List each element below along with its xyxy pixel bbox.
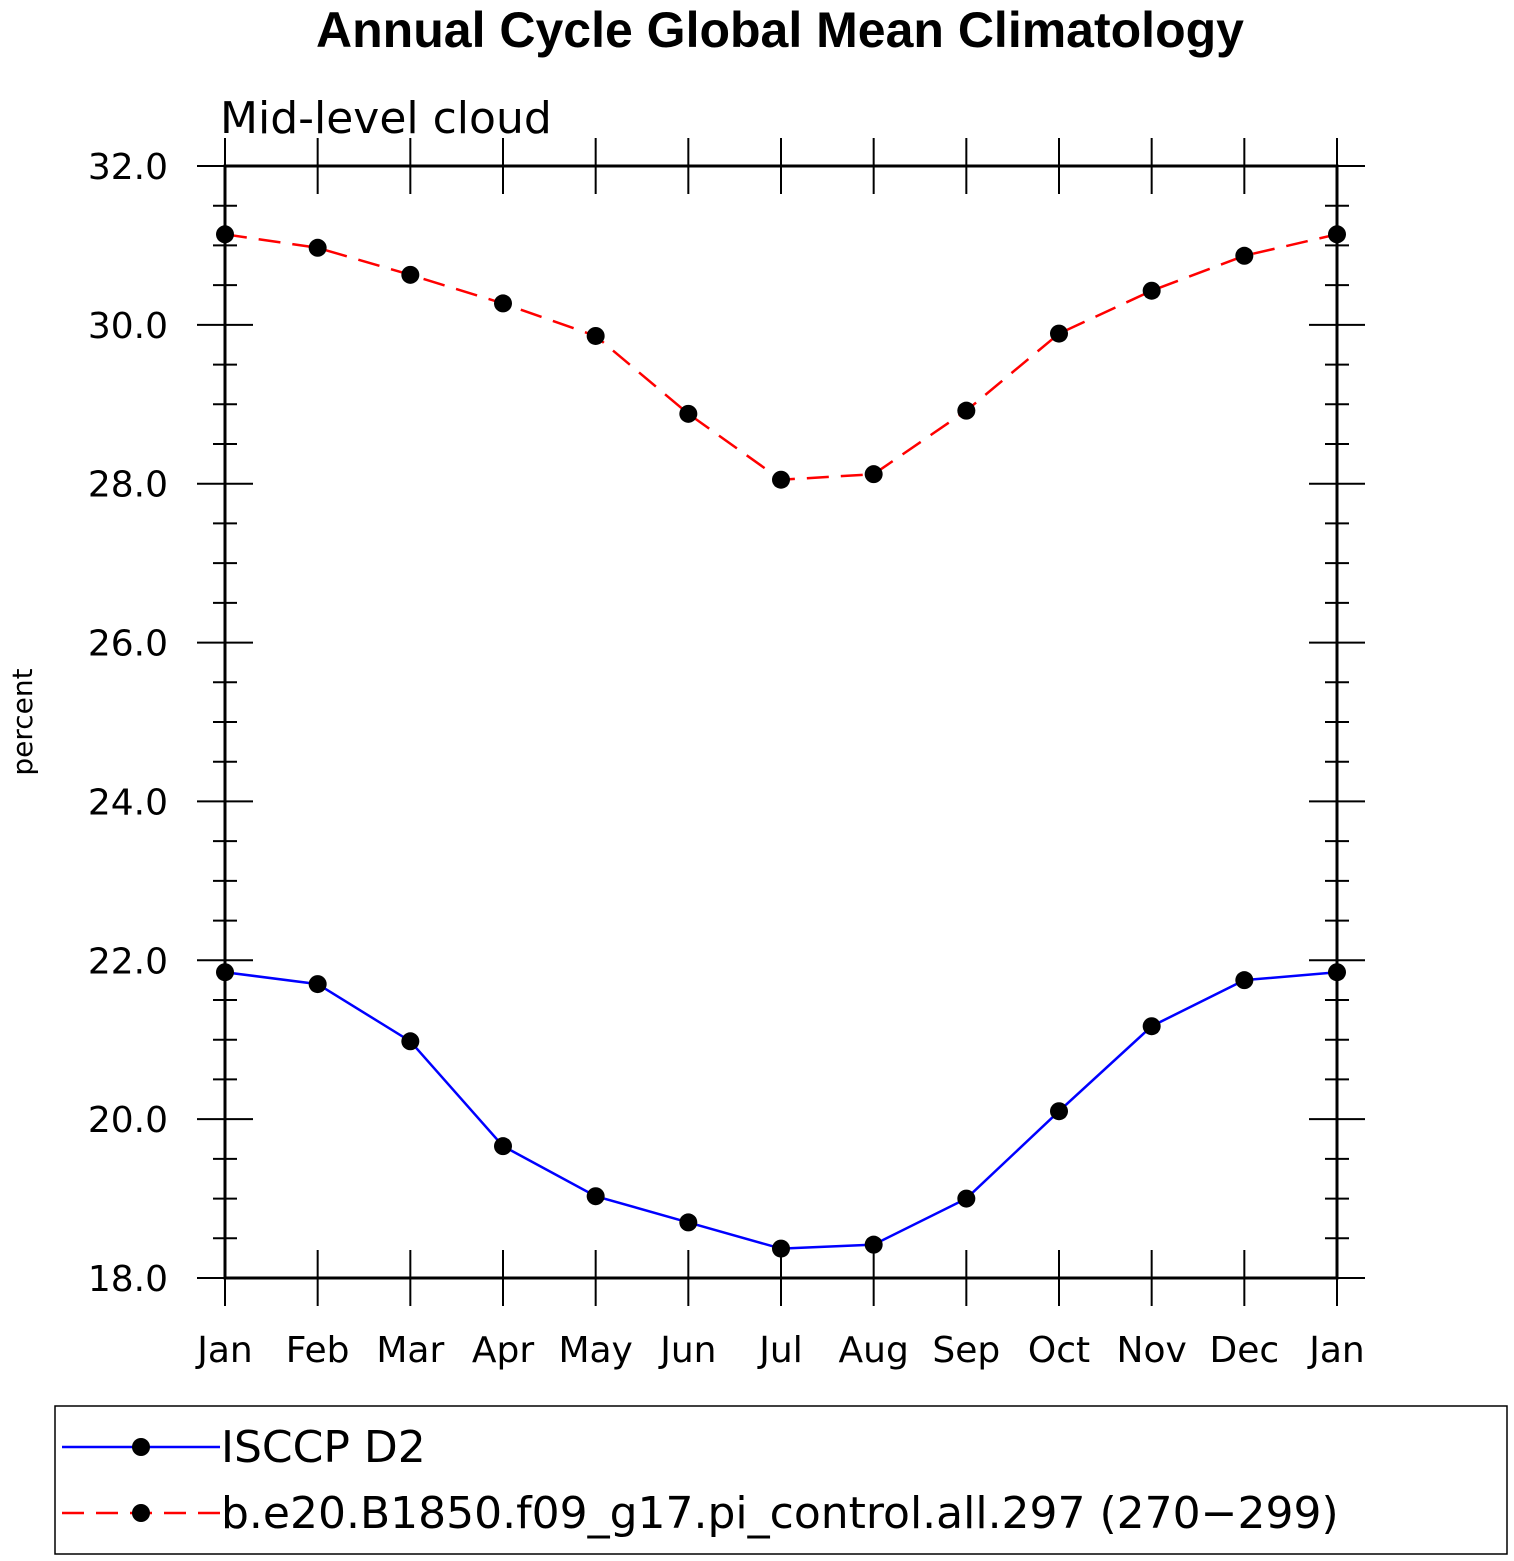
y-axis-label: percent [6, 668, 39, 775]
series-0 [216, 963, 1346, 1258]
x-tick-label: Mar [376, 1330, 444, 1371]
data-point [1142, 281, 1161, 300]
data-point [1050, 324, 1068, 343]
data-point [679, 404, 698, 423]
data-point [864, 1235, 883, 1254]
legend-entry-isccp: ISCCP D2 [62, 1422, 426, 1473]
data-point [494, 294, 512, 313]
x-tick-label: Apr [472, 1330, 534, 1371]
x-tick-label: Jul [757, 1330, 802, 1371]
data-point [679, 1213, 698, 1232]
data-point [494, 1137, 512, 1156]
data-point [1235, 971, 1254, 990]
x-tick-label: Aug [839, 1330, 909, 1371]
chart-title: Annual Cycle Global Mean Climatology [316, 2, 1244, 58]
data-point [586, 326, 605, 345]
legend-marker-isccp [132, 1438, 150, 1456]
x-tick-label: Feb [286, 1330, 350, 1371]
data-point [1050, 1102, 1068, 1121]
data-point [864, 465, 883, 484]
y-tick-label: 32.0 [88, 147, 168, 188]
series-line [224, 233, 1338, 482]
y-tick-label: 20.0 [88, 1100, 168, 1141]
data-point [1235, 246, 1254, 265]
legend-label-isccp: ISCCP D2 [221, 1422, 426, 1473]
data-point [772, 1239, 790, 1258]
data-point [308, 238, 327, 257]
axis-ticks [197, 138, 1365, 1306]
y-tick-label: 26.0 [88, 624, 168, 665]
y-tick-labels: 18.0 20.0 22.0 24.0 26.0 28.0 30.0 32.0 [88, 147, 168, 1300]
x-tick-label: Sep [932, 1330, 1000, 1371]
y-tick-label: 30.0 [88, 306, 168, 347]
legend-marker-model [132, 1504, 150, 1522]
y-tick-label: 24.0 [88, 782, 168, 823]
legend-label-model: b.e20.B1850.f09_g17.pi_control.all.297 (… [221, 1488, 1339, 1539]
y-tick-label: 22.0 [88, 941, 168, 982]
legend-box [54, 1405, 1508, 1555]
data-point [216, 963, 234, 982]
series-layer [216, 225, 1346, 1258]
x-tick-label: Oct [1028, 1330, 1090, 1371]
x-tick-label: May [558, 1330, 632, 1371]
data-point [957, 401, 976, 420]
data-point [1328, 225, 1346, 244]
data-point [1328, 963, 1346, 982]
data-point [957, 1189, 976, 1208]
chart-subtitle: Mid-level cloud [220, 93, 552, 144]
x-tick-label: Dec [1209, 1330, 1279, 1371]
series-line [224, 970, 1338, 1250]
data-point [401, 265, 420, 284]
data-point [216, 225, 234, 244]
series-1 [216, 225, 1346, 489]
data-point [772, 470, 790, 489]
y-tick-label: 28.0 [88, 465, 168, 506]
x-tick-label: Nov [1117, 1330, 1187, 1371]
data-point [586, 1187, 605, 1206]
y-tick-label: 18.0 [88, 1259, 168, 1300]
legend-entry-model: b.e20.B1850.f09_g17.pi_control.all.297 (… [62, 1488, 1339, 1539]
data-point [401, 1032, 420, 1051]
x-tick-label: Jan [1307, 1330, 1365, 1371]
x-tick-labels: Jan Feb Mar Apr May Jun Jul Aug Sep Oct Nov Dec Jan [195, 1330, 1365, 1371]
x-tick-label: Jun [658, 1330, 716, 1371]
data-point [308, 975, 327, 994]
x-tick-label: Jan [195, 1330, 253, 1371]
data-point [1142, 1017, 1161, 1036]
plot-frame [223, 164, 1339, 1280]
